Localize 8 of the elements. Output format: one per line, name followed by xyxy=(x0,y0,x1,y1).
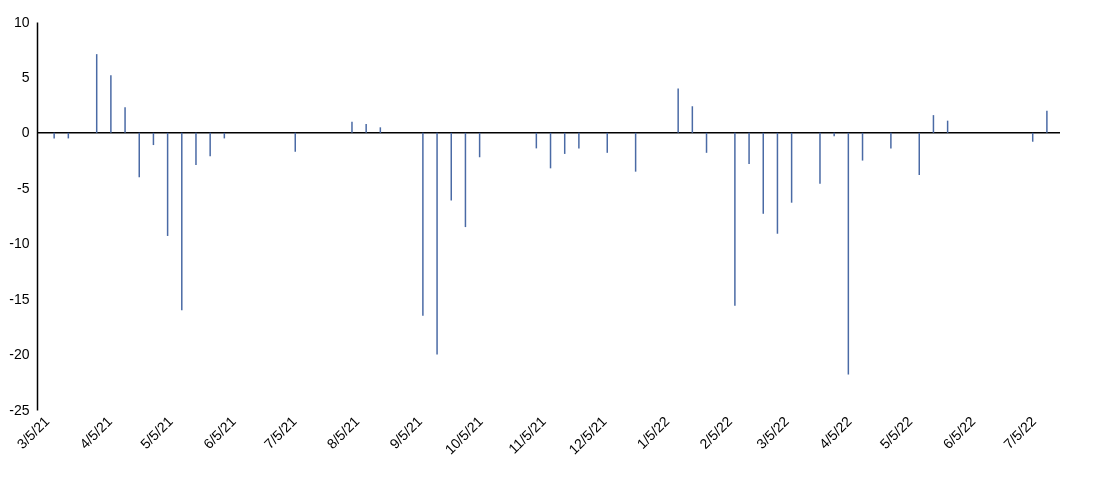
y-tick-label: -5 xyxy=(17,179,30,196)
y-tick-label: -15 xyxy=(9,290,30,307)
y-tick-label: -20 xyxy=(9,346,30,363)
y-tick-label: 10 xyxy=(13,13,30,30)
y-tick-label: -25 xyxy=(9,401,30,418)
y-tick-label: 5 xyxy=(21,68,30,85)
y-tick-label: 0 xyxy=(21,124,30,141)
y-tick-label: -10 xyxy=(9,235,30,252)
